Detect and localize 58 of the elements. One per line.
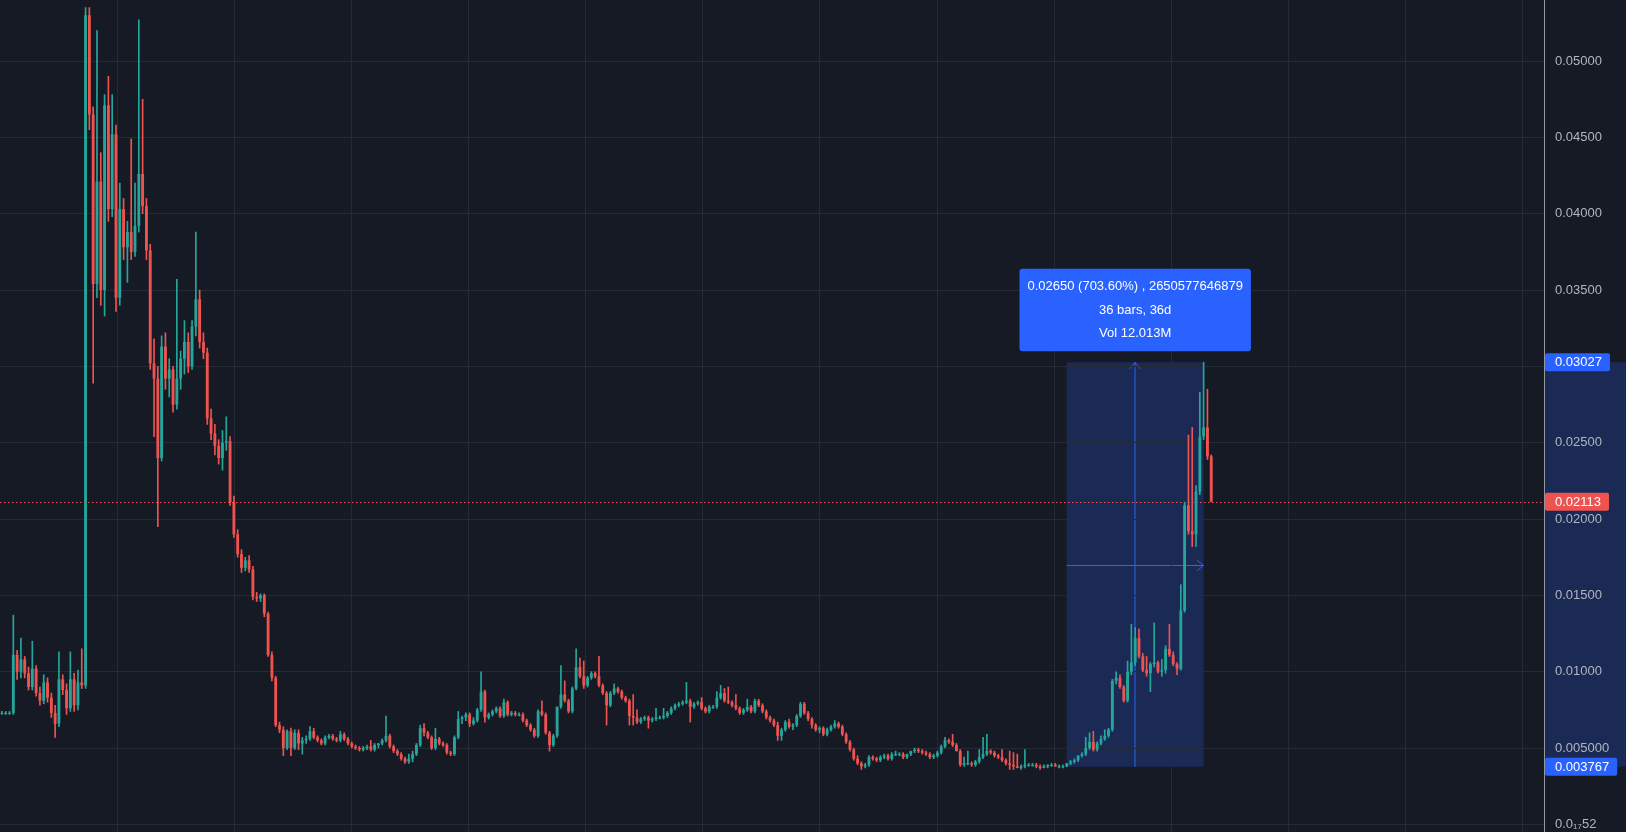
- candlestick: [1206, 388, 1209, 460]
- candlestick: [4, 711, 8, 715]
- candlestick: [373, 743, 377, 752]
- candlestick: [259, 593, 262, 602]
- y-tick-label: 0.04000: [1555, 205, 1602, 221]
- annotation: Vol 12.013M: [1099, 325, 1172, 341]
- candlestick: [434, 727, 437, 750]
- annotation: 0.02650 (703.60%) , 2650577646879: [1027, 278, 1243, 294]
- candlestick: [129, 138, 133, 260]
- candlestick: [491, 709, 494, 717]
- candlestick: [122, 198, 126, 260]
- candlestick: [704, 706, 707, 714]
- candlestick: [734, 694, 738, 711]
- candlestick: [586, 675, 589, 688]
- candlestick: [818, 726, 821, 734]
- y-tick-label: 0.02500: [1555, 434, 1602, 450]
- y-tick-label: 0.0₁₇52: [1555, 815, 1597, 831]
- y-tick-label: 0.02000: [1555, 510, 1602, 526]
- candlestick: [0, 711, 4, 715]
- candlestick: [1057, 764, 1061, 769]
- y-tick-label: 0.01000: [1555, 663, 1602, 679]
- ref-line-label: 0.02113: [1555, 493, 1602, 509]
- candlestick: [894, 750, 898, 756]
- candlestick: [164, 332, 167, 390]
- candlestick: [745, 698, 749, 712]
- y-tick-label: 0.005000: [1555, 739, 1610, 755]
- candlestick: [167, 358, 171, 398]
- candlestick: [631, 694, 635, 726]
- candlestick: [1000, 749, 1004, 763]
- candlestick: [1015, 753, 1019, 769]
- text: 0.003767: [1555, 758, 1610, 774]
- candlestick: [80, 648, 84, 689]
- candlestick: [723, 688, 726, 703]
- y-tick-label: 0.04500: [1555, 128, 1602, 144]
- annotation: 36 bars, 36d: [1099, 301, 1172, 317]
- candlestick: [993, 750, 996, 758]
- y-tick-label: 0.05000: [1555, 52, 1602, 68]
- candlestick: [297, 729, 300, 750]
- candlestick: [837, 721, 840, 729]
- y-tick-label: 0.03500: [1555, 281, 1602, 297]
- candlestick: [1031, 762, 1034, 767]
- candlestick: [183, 320, 186, 375]
- candlestick: [103, 94, 107, 317]
- candlestick: [1008, 750, 1012, 770]
- candlestick: [646, 715, 650, 729]
- text: 0.03027: [1555, 354, 1602, 370]
- candlestick: [1145, 656, 1149, 677]
- candlestick: [985, 733, 989, 756]
- candlestick: [966, 750, 970, 766]
- candlestick: [46, 677, 49, 703]
- candlestick: [1103, 729, 1107, 741]
- candlestick: [175, 279, 179, 410]
- candlestick: [1107, 727, 1110, 738]
- candlestick: [962, 756, 966, 767]
- candlestick: [1126, 660, 1129, 703]
- candlestick: [1027, 762, 1031, 767]
- y-tick-label: 0.01500: [1555, 586, 1602, 602]
- candlestick: [1050, 762, 1053, 767]
